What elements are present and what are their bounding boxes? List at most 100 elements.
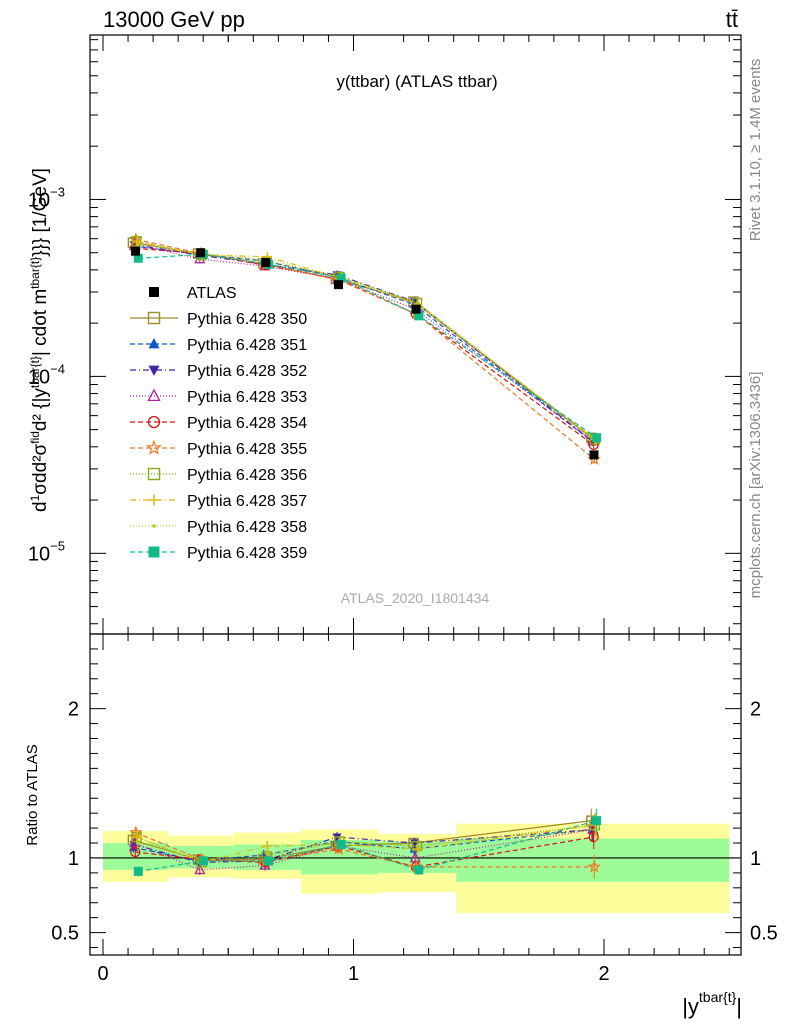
legend-entry-356: Pythia 6.428 356	[130, 467, 307, 484]
legend-label: Pythia 6.428 357	[187, 493, 307, 510]
legend-entry-354: Pythia 6.428 354	[130, 415, 307, 432]
legend-entry-358: Pythia 6.428 358	[130, 519, 307, 536]
ratio-series-marker	[194, 863, 206, 875]
legend-label: Pythia 6.428 355	[187, 441, 307, 458]
main-data-point	[411, 304, 421, 314]
legend-label: Pythia 6.428 359	[187, 545, 307, 562]
ratio-series-marker	[129, 825, 143, 839]
legend-marker	[147, 388, 161, 402]
legend-marker	[146, 439, 162, 455]
header-process-label: tt̄	[726, 7, 738, 32]
legend-label: Pythia 6.428 351	[187, 337, 307, 354]
main-series-marker	[133, 253, 143, 263]
ratio-series-marker	[592, 816, 602, 826]
main-series-marker	[336, 273, 346, 283]
ratio-series-marker	[264, 856, 274, 866]
main-y-tick-label: 10−5	[28, 538, 65, 565]
main-series-line	[137, 243, 597, 442]
legend-marker	[148, 546, 160, 558]
legend-label: ATLAS	[187, 285, 237, 302]
legend-entry-352: Pythia 6.428 352	[130, 363, 307, 380]
ratio-series-line	[138, 820, 597, 872]
analysis-watermark: ATLAS_2020_I1801434	[341, 590, 490, 606]
ratio-series-marker	[266, 851, 270, 856]
legend-entry-data: ATLAS	[149, 285, 237, 302]
ratio-series-marker	[414, 865, 424, 875]
ratio-y-axis-label: Ratio to ATLAS	[24, 744, 41, 845]
main-data-point	[589, 450, 599, 460]
main-series-line	[133, 245, 593, 442]
ratio-series-marker	[416, 844, 421, 848]
ratio-series-line	[133, 828, 593, 864]
ratio-series-marker	[198, 856, 208, 866]
main-data-point	[261, 258, 271, 268]
main-data-point	[131, 246, 141, 256]
ratio-series-line	[136, 824, 596, 864]
ratio-band-inner	[456, 838, 730, 882]
ratio-series-marker	[594, 827, 598, 832]
ratio-series-marker	[133, 866, 143, 876]
legend-marker	[148, 365, 160, 377]
legend-entry-351: Pythia 6.428 351	[130, 337, 307, 354]
main-data-point	[333, 280, 343, 290]
legend-entry-353: Pythia 6.428 353	[130, 388, 307, 406]
rivet-version-label: Rivet 3.1.10, ≥ 1.4M events	[747, 59, 764, 242]
main-series-line	[138, 253, 598, 439]
main-series-marker	[414, 311, 424, 321]
ratio-series-marker	[336, 840, 346, 850]
main-series-marker	[592, 433, 602, 443]
ratio-y-tick-label: 2	[68, 699, 79, 721]
main-y-tick-label: 10−3	[28, 184, 65, 211]
header-energy-label: 13000 GeV pp	[103, 7, 245, 32]
main-data-point	[196, 248, 206, 258]
mcplots-reference-label: mcplots.cern.ch [arXiv:1306.3436]	[747, 372, 764, 599]
legend-label: Pythia 6.428 356	[187, 467, 307, 484]
legend-label: Pythia 6.428 352	[187, 363, 307, 380]
ratio-series-marker	[587, 859, 602, 873]
legend-label: Pythia 6.428 358	[187, 519, 307, 536]
ratio-y-tick-label-right: 0.5	[750, 923, 778, 945]
ratio-y-tick-label: 0.5	[51, 923, 79, 945]
legend-marker	[147, 311, 161, 325]
ratio-series-marker	[262, 841, 272, 851]
ratio-series-marker	[130, 846, 141, 858]
main-data-series	[131, 246, 599, 460]
legend-marker-data	[149, 287, 159, 297]
ratio-series-marker	[409, 851, 421, 863]
legend-label: Pythia 6.428 354	[187, 415, 307, 432]
legend-entry-355: Pythia 6.428 355	[130, 439, 307, 458]
ratio-frame-box	[89, 633, 742, 956]
main-series-marker	[135, 242, 140, 246]
ratio-y-tick-label: 1	[68, 848, 79, 870]
main-series-line	[133, 244, 593, 442]
ratio-series-marker	[135, 841, 140, 845]
ratio-panel: 0.5 0.5 1 1 2 2 0 1 2	[51, 633, 778, 985]
main-plot-title: y(ttbar) (ATLAS ttbar)	[336, 72, 497, 91]
legend-entry-357: Pythia 6.428 357	[130, 493, 307, 510]
legend-marker	[152, 524, 156, 528]
main-series-marker	[416, 301, 421, 305]
ratio-y-tick-label-right: 2	[750, 699, 761, 721]
legend-entry-359: Pythia 6.428 359	[130, 545, 307, 562]
x-axis-label: |ytbar{t}|	[682, 989, 742, 1019]
main-y-axis-label: d1σdd²σfidd² {|ytbar{t}| cdot mtbar{t}}}…	[28, 168, 51, 512]
ratio-series-marker	[588, 831, 599, 843]
main-series-line	[136, 240, 596, 440]
legend-label: Pythia 6.428 350	[187, 311, 307, 328]
legend-marker	[148, 337, 160, 349]
legend: ATLAS Pythia 6.428 350 Pythia 6.428 351 Pyt…	[130, 285, 307, 562]
ratio-series-line	[135, 832, 595, 868]
legend-label: Pythia 6.428 353	[187, 389, 307, 406]
x-tick-label: 0	[97, 963, 108, 985]
legend-marker	[148, 494, 160, 506]
x-tick-label: 1	[348, 963, 359, 985]
ratio-y-tick-label-right: 1	[750, 848, 761, 870]
legend-entry-350: Pythia 6.428 350	[130, 311, 307, 328]
legend-marker	[147, 467, 161, 481]
legend-marker	[147, 415, 161, 429]
main-y-tick-label: 10−4	[28, 361, 65, 388]
x-tick-label: 2	[598, 963, 609, 985]
main-panel: y(ttbar) (ATLAS ttbar) ATLAS_2020_I18014…	[28, 34, 742, 635]
